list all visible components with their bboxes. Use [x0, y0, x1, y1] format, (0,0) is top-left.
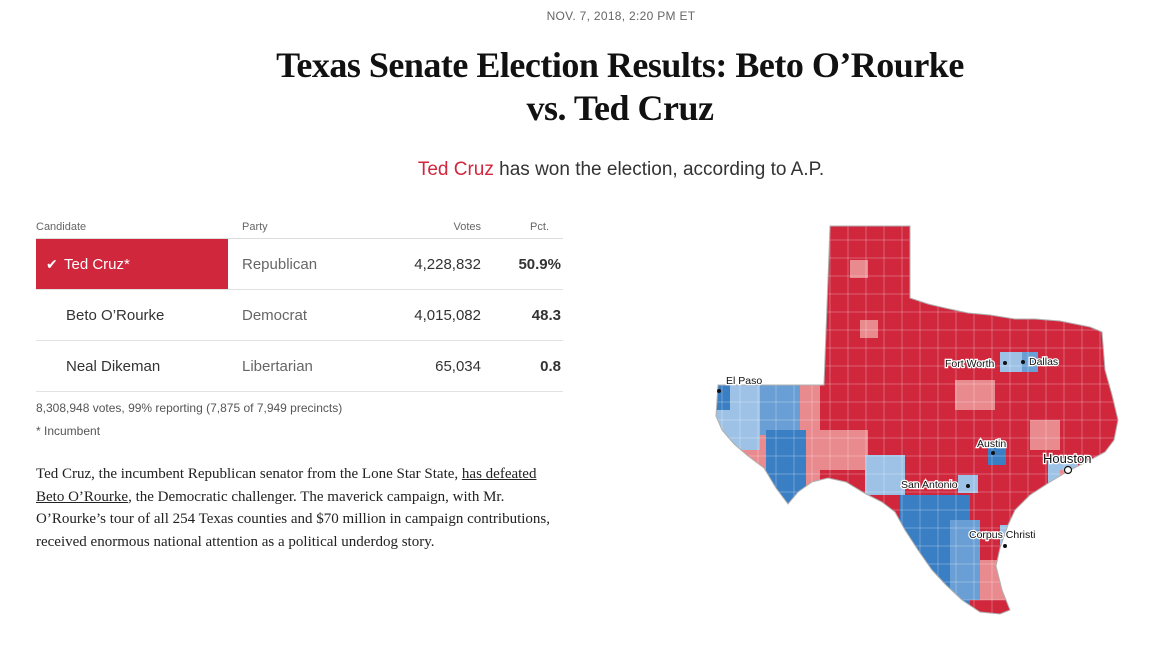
- headline: Texas Senate Election Results: Beto O’Ro…: [250, 44, 990, 130]
- east-central-lean-counties: [1030, 420, 1060, 450]
- coastal-south-counties: [980, 560, 1010, 600]
- party-cell: Libertarian: [228, 340, 341, 392]
- pct-cell: 50.9%: [481, 238, 563, 290]
- county-fill-group: [716, 226, 1118, 614]
- header-party: Party: [228, 215, 341, 239]
- story-text-1: Ted Cruz, the incumbent Republican senat…: [36, 466, 462, 482]
- votes-cell: 4,015,082: [341, 289, 481, 341]
- houston-label: Houston: [1043, 451, 1091, 466]
- south-texas-counties: [950, 520, 980, 600]
- votes-cell: 65,034: [341, 340, 481, 392]
- incumbent-note: * Incumbent: [36, 424, 101, 438]
- dallas-label: Dallas: [1029, 356, 1058, 368]
- table-row: Neal Dikeman Libertarian 65,034 0.8: [36, 340, 563, 392]
- el-paso-county: [716, 380, 730, 410]
- houston-marker: [1063, 465, 1073, 475]
- travis-county: [988, 445, 1006, 465]
- san-antonio-label: San Antonio: [901, 479, 958, 491]
- results-header-row: Candidate Party Votes Pct.: [36, 215, 563, 239]
- header-pct: Pct.: [481, 215, 563, 239]
- el-paso-marker: [717, 389, 721, 393]
- header-candidate: Candidate: [36, 215, 228, 239]
- county-grid: [716, 226, 1118, 614]
- story-link[interactable]: has defeated Beto O’Rourke: [36, 466, 537, 505]
- table-row: Beto O’Rourke Democrat 4,015,082 48.3: [36, 289, 563, 341]
- corpus-christi-marker: [1003, 544, 1007, 548]
- party-cell: Democrat: [228, 289, 341, 341]
- pct-cell: 48.3: [481, 289, 563, 341]
- candidate-cell: Beto O’Rourke: [36, 289, 228, 341]
- border-lean-democrat: [865, 455, 905, 495]
- el-paso-label: El Paso: [726, 375, 762, 387]
- candidate-cell-winner: ✔ Ted Cruz*: [36, 238, 228, 290]
- texas-outline: [715, 225, 1119, 615]
- status-text: has won the election, according to A.P.: [493, 159, 825, 180]
- header-votes: Votes: [341, 215, 481, 239]
- party-cell: Republican: [228, 238, 341, 290]
- pct-cell: 0.8: [481, 340, 563, 392]
- val-verde-area: [808, 430, 868, 470]
- table-row: ✔ Ted Cruz* Republican 4,228,832 50.9%: [36, 238, 563, 290]
- winner-name: Ted Cruz: [417, 159, 494, 180]
- corpus-christi-label: Corpus Christi: [969, 529, 1036, 541]
- candidate-cell: Neal Dikeman: [36, 340, 228, 392]
- race-status: Ted Cruz has won the election, according…: [0, 159, 1170, 181]
- reporting-note: 8,308,948 votes, 99% reporting (7,875 of…: [36, 401, 343, 415]
- tarrant-county: [1000, 352, 1022, 372]
- san-antonio-marker: [966, 484, 970, 488]
- big-bend-counties: [766, 430, 806, 510]
- dateline: NOV. 7, 2018, 2:20 PM ET: [546, 9, 696, 23]
- panhandle-lean-county: [860, 320, 878, 338]
- story-text-2: , the Democratic challenger. The maveric…: [36, 488, 551, 550]
- central-lean-counties: [955, 380, 995, 410]
- lubbock-area-county: [850, 260, 868, 278]
- headline-line-2: vs. Ted Cruz: [526, 88, 714, 128]
- trans-pecos-counties: [760, 385, 800, 435]
- fort-worth-label: Fort Worth: [945, 358, 995, 370]
- texas-county-map: El Paso Fort Worth Dallas Austin Houston…: [700, 220, 1140, 620]
- austin-marker: [991, 451, 995, 455]
- candidate-name: Ted Cruz*: [64, 255, 130, 273]
- story-paragraph: Ted Cruz, the incumbent Republican senat…: [36, 463, 561, 553]
- votes-cell: 4,228,832: [341, 238, 481, 290]
- check-icon: ✔: [46, 255, 58, 272]
- texas-map-svg: El Paso Fort Worth Dallas Austin Houston…: [715, 225, 1119, 615]
- dallas-county: [1022, 352, 1038, 372]
- headline-line-1: Texas Senate Election Results: Beto O’Ro…: [276, 45, 964, 85]
- austin-label: Austin: [977, 438, 1006, 450]
- results-table: Candidate Party Votes Pct. ✔ Ted Cruz* Re…: [36, 215, 563, 392]
- dallas-marker: [1021, 360, 1025, 364]
- fort-worth-marker: [1003, 361, 1007, 365]
